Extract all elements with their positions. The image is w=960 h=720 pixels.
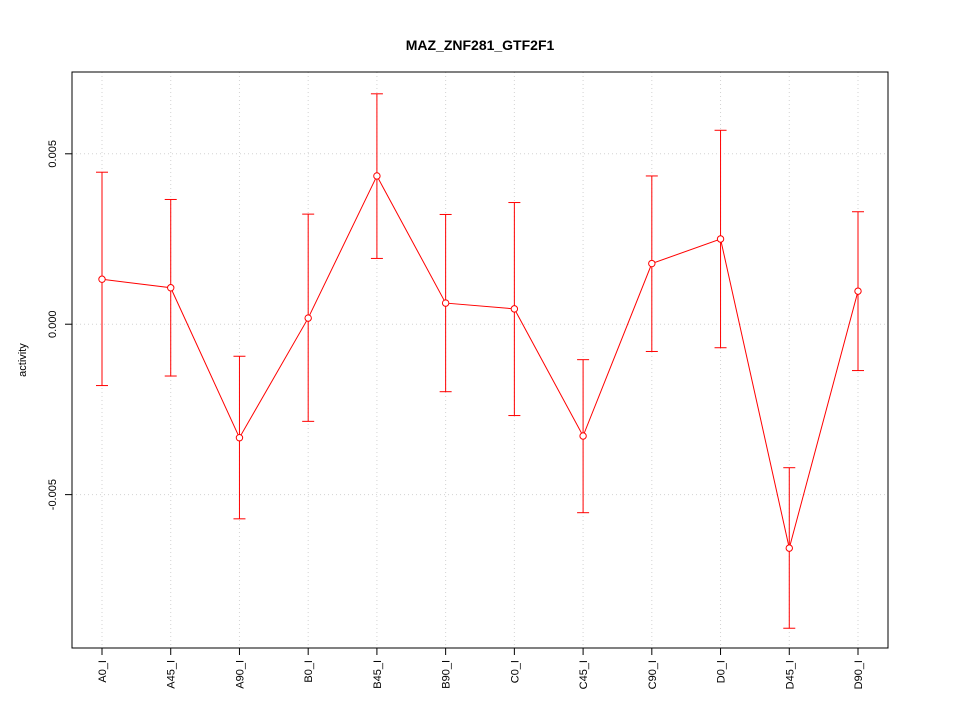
y-tick-label: -0.005	[47, 479, 59, 510]
x-tick-label: B90_I	[441, 660, 453, 689]
data-point	[235, 434, 244, 442]
plot-frame	[71, 71, 889, 649]
y-axis-label: activity	[17, 343, 29, 377]
x-tick-label: C45_I	[578, 660, 590, 689]
data-point	[510, 305, 519, 313]
data-point	[579, 432, 587, 440]
data-point	[785, 544, 793, 552]
data-point	[98, 275, 106, 283]
x-tick-label: C90_I	[647, 660, 659, 689]
x-tick-label: A90_I	[234, 660, 246, 689]
data-point	[648, 259, 656, 268]
data-point	[441, 299, 450, 307]
y-axis: -0.005 0.000 0.005	[47, 140, 72, 510]
data-point	[854, 287, 862, 295]
data-point	[716, 235, 725, 243]
x-tick-label: B0_I	[303, 660, 315, 683]
x-tick-label: C0_I	[509, 660, 521, 683]
series	[96, 93, 864, 629]
x-tick-label: D45_I	[784, 660, 796, 689]
x-tick-label: D0_I	[716, 660, 728, 683]
data-point	[304, 314, 312, 322]
series-line	[101, 174, 859, 549]
y-tick-label: 0.000	[47, 310, 59, 338]
x-tick-label: D90_I	[853, 660, 865, 689]
x-tick-label: A45_I	[166, 660, 178, 689]
x-tick-label: B45_I	[372, 660, 384, 689]
grid	[72, 72, 888, 648]
data-point	[167, 284, 175, 292]
x-axis: A0_I A45_I A90_I B0_I B45_I B90_I C0_I C45_I C90…	[97, 648, 865, 689]
data-point	[373, 172, 381, 180]
x-tick-label: A0_I	[97, 660, 109, 683]
chart-title: MAZ_ZNF281_GTF2F1	[406, 37, 555, 53]
y-tick-label: 0.005	[47, 140, 59, 168]
